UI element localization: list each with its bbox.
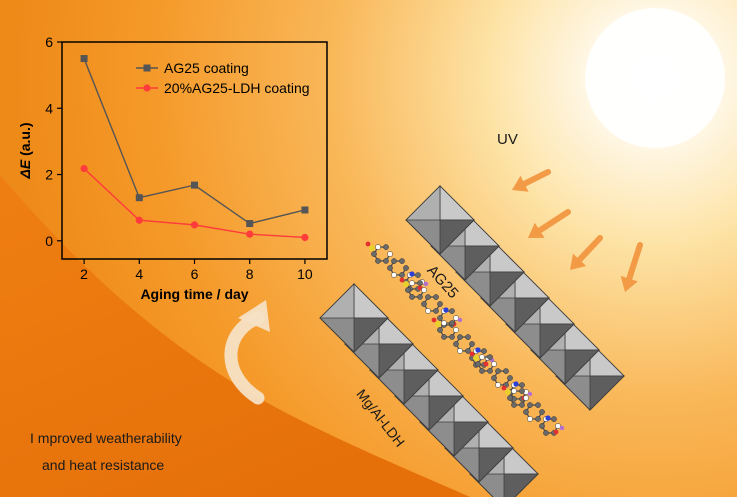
uv-arrow-icon xyxy=(512,169,551,192)
ldh-layers xyxy=(319,185,625,497)
x-tick-label: 4 xyxy=(135,266,143,282)
octahedron-icon xyxy=(405,185,475,255)
legend: AG25 coating 20%AG25-LDH coating xyxy=(136,60,310,96)
y-axis-symbol: ΔE xyxy=(17,159,33,179)
data-point xyxy=(80,55,88,63)
data-point xyxy=(135,216,143,224)
y-tick-label: 4 xyxy=(45,100,53,116)
molecule-icon xyxy=(399,277,463,328)
sand-dune xyxy=(0,175,470,497)
data-point xyxy=(301,233,309,242)
data-point xyxy=(246,230,254,238)
uv-label: UV xyxy=(497,131,518,148)
data-point xyxy=(301,206,309,214)
ldh-layer-lower xyxy=(319,283,539,497)
cycle-arrow-icon xyxy=(224,311,265,405)
sun-icon xyxy=(585,8,725,148)
uv-arrows xyxy=(512,169,643,292)
uv-arrow-icon xyxy=(620,242,643,292)
y-tick-label: 0 xyxy=(45,233,53,249)
uv-arrow-icon xyxy=(528,209,571,238)
ag25-molecules xyxy=(365,241,565,436)
caption-line-2: and heat resistance xyxy=(42,457,165,473)
data-point xyxy=(190,221,199,229)
octahedron-icon xyxy=(319,283,389,353)
y-tick-label: 2 xyxy=(45,167,53,183)
data-point xyxy=(80,164,88,173)
cycle-arrowhead-icon xyxy=(238,300,270,332)
axis-ticks: 2 4 6 8 10 0 2 4 6 xyxy=(45,34,313,282)
legend-item: 20%AG25-LDH coating xyxy=(136,80,310,96)
data-point xyxy=(135,194,143,202)
x-axis-label: Aging time / day xyxy=(140,286,248,302)
x-tick-label: 8 xyxy=(246,266,254,282)
data-point xyxy=(246,220,254,228)
y-tick-label: 6 xyxy=(45,34,53,50)
molecule-icon xyxy=(501,385,565,436)
x-tick-label: 2 xyxy=(80,266,88,282)
x-tick-label: 6 xyxy=(191,266,199,282)
data-point xyxy=(191,181,198,189)
legend-label: 20%AG25-LDH coating xyxy=(164,80,310,96)
x-tick-label: 10 xyxy=(297,266,313,282)
molecule-icon xyxy=(469,351,533,402)
y-axis-label: ΔE (a.u.) xyxy=(17,122,33,179)
uv-arrow-icon xyxy=(570,235,603,270)
series-lines xyxy=(80,55,309,242)
caption-line-1: I mproved weatherability xyxy=(30,430,182,446)
y-axis-unit: (a.u.) xyxy=(17,122,33,159)
legend-label: AG25 coating xyxy=(164,60,249,76)
ldh-layer-upper xyxy=(405,185,625,411)
legend-item: AG25 coating xyxy=(136,60,249,76)
